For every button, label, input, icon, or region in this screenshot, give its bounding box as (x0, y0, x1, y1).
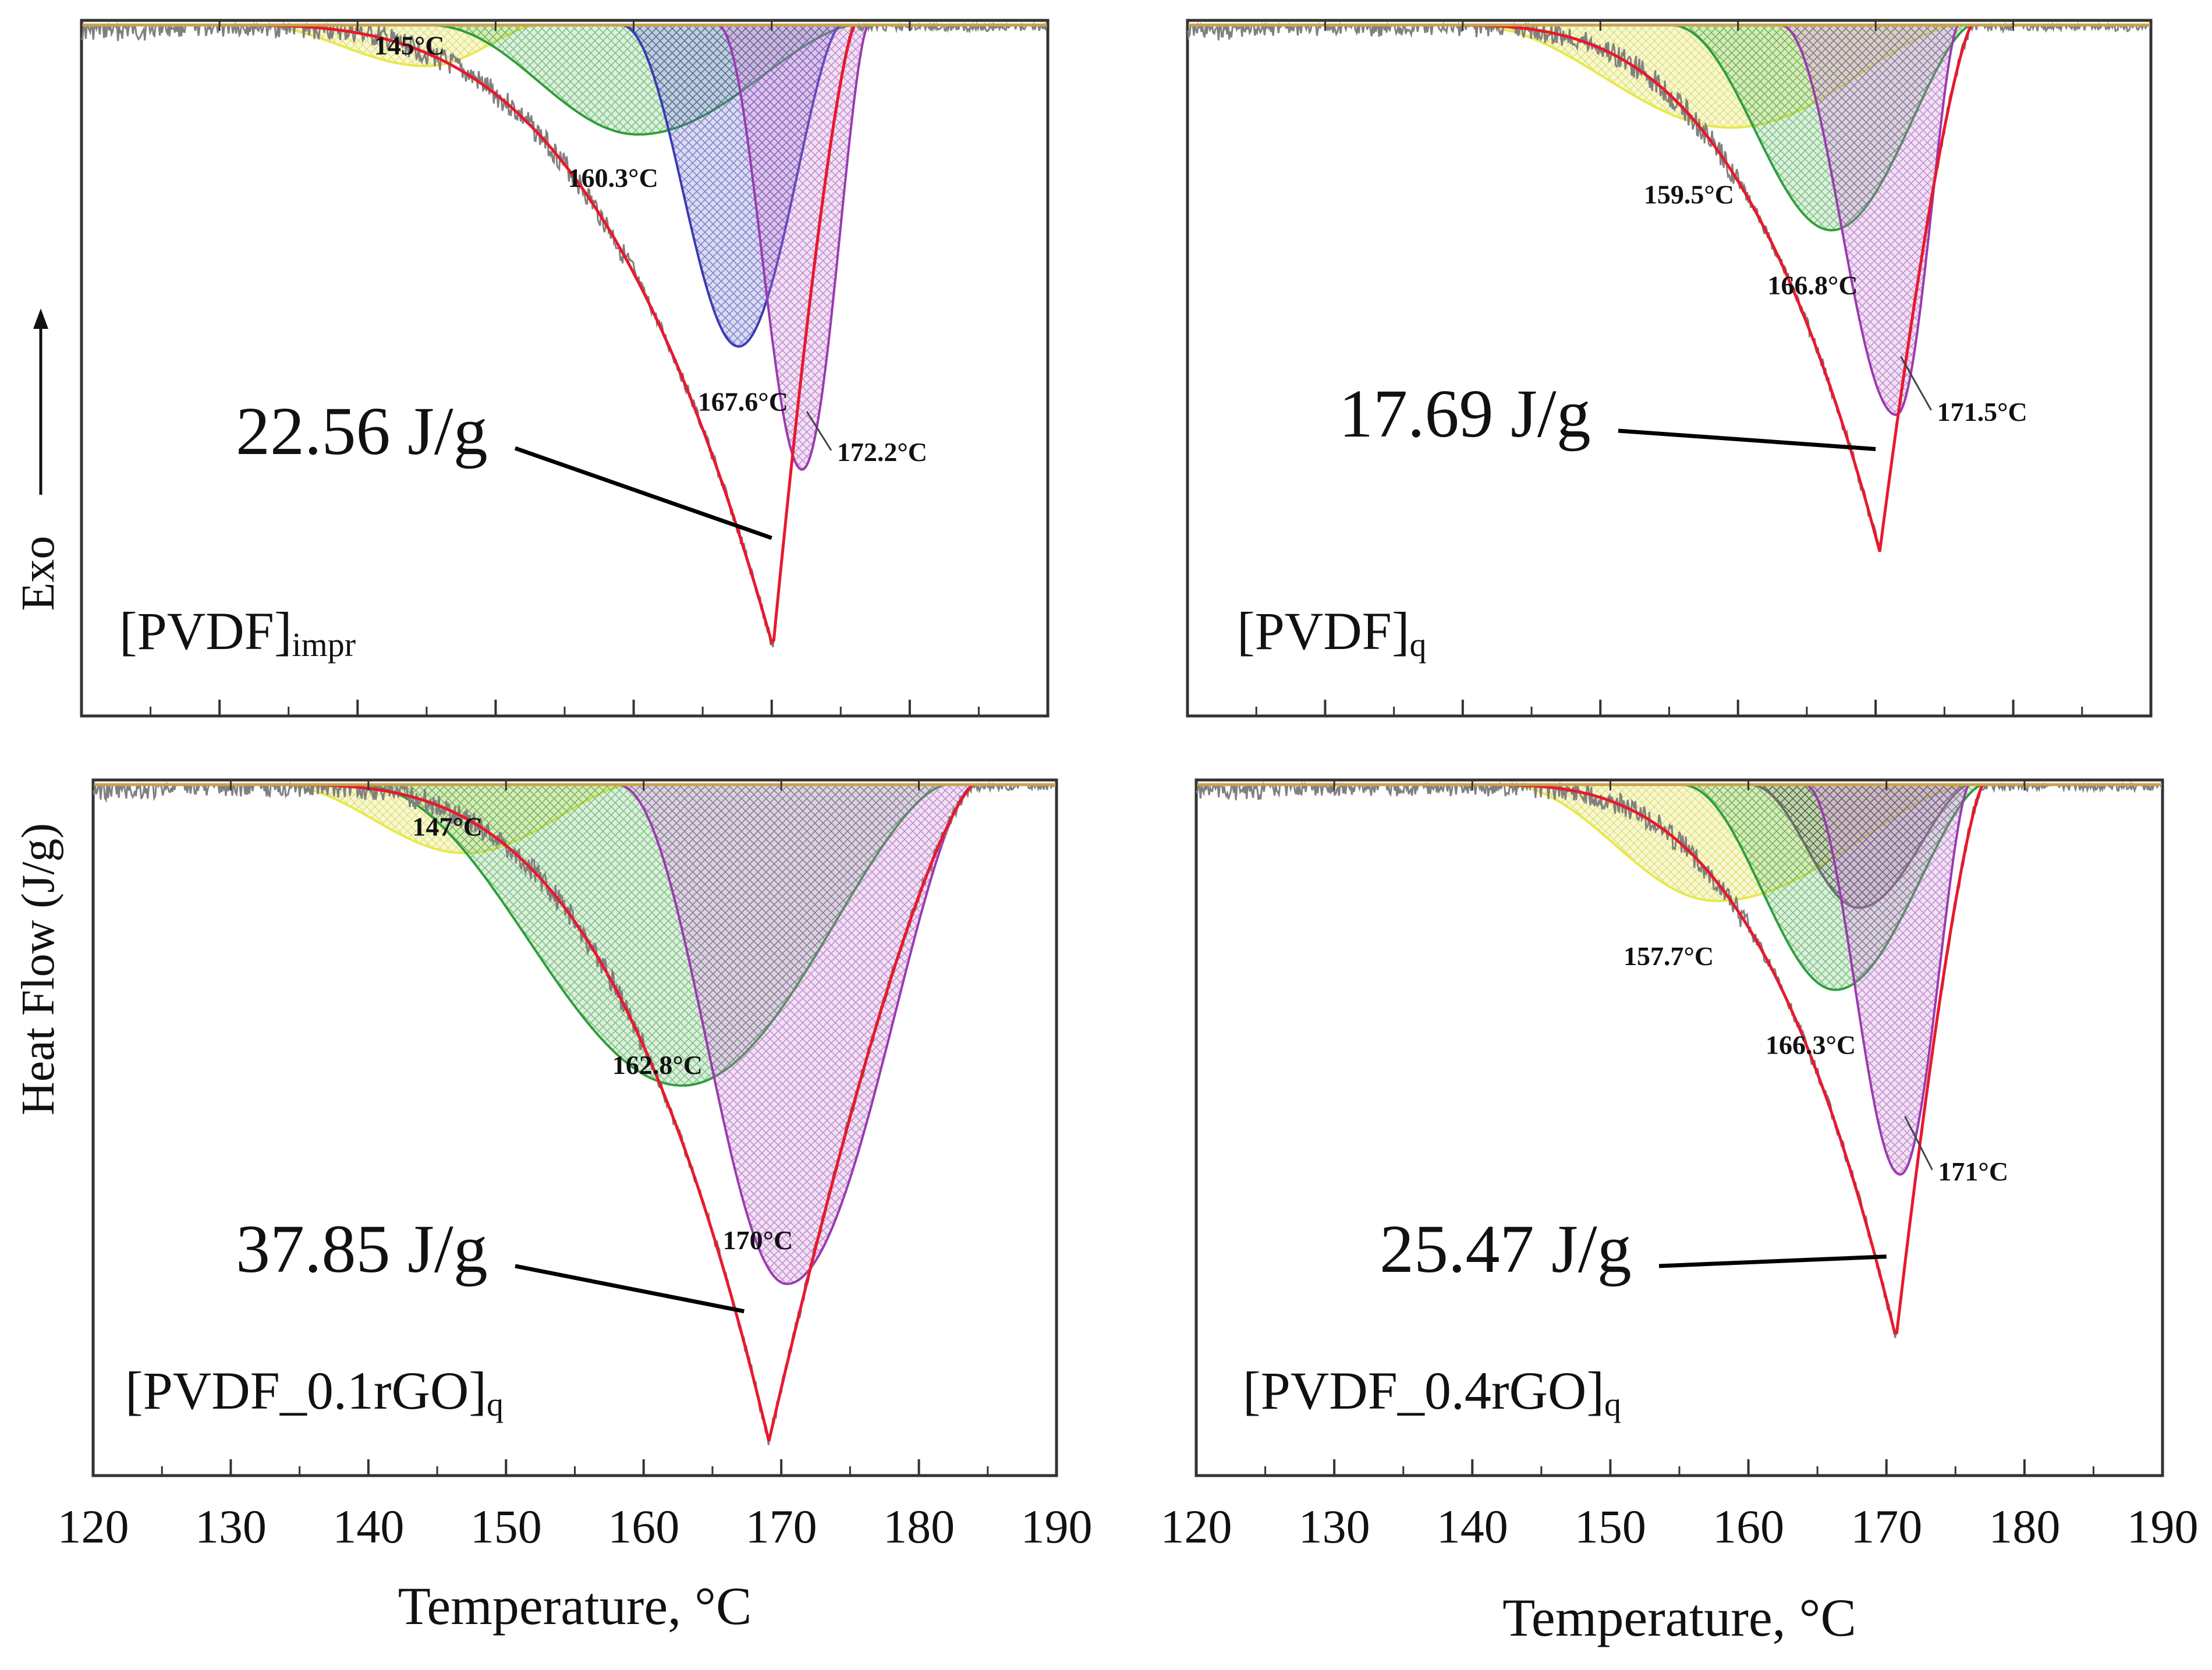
sample-title-subscript: q (487, 1385, 504, 1423)
x-tick-label: 160 (608, 1500, 679, 1553)
x-tick-label: 120 (1161, 1500, 1232, 1553)
peak-temperature-label: 160.3°C (568, 163, 658, 193)
peak-temperature-label: 170°C (723, 1225, 793, 1255)
peak-curve-purple (1803, 783, 1972, 1176)
x-tick-label: 170 (746, 1500, 817, 1553)
x-tick-label: 180 (1988, 1500, 2060, 1553)
sample-title-subscript: impr (292, 626, 356, 664)
peak-temperature-label: 166.3°C (1766, 1030, 1856, 1060)
peak-label-leader (806, 410, 832, 451)
enthalpy-leader-line (515, 1264, 745, 1314)
x-tick-label: 140 (1437, 1500, 1508, 1553)
peak-temperature-label: 159.5°C (1644, 179, 1734, 209)
sample-title: [PVDF]q (1237, 601, 1426, 664)
enthalpy-label: 37.85 J/g (236, 1211, 488, 1287)
sample-title-main: [PVDF_0.1rGO] (125, 1361, 487, 1420)
sample-title-subscript: q (1604, 1385, 1621, 1423)
x-tick-label: 180 (883, 1500, 955, 1553)
sample-title-main: [PVDF] (1237, 601, 1409, 661)
enthalpy-label: 22.56 J/g (236, 393, 488, 469)
x-tick-label: 150 (470, 1500, 542, 1553)
plot-frame (1186, 19, 2153, 718)
peak-temperature-label: 162.8°C (612, 1050, 703, 1080)
sample-title-subscript: q (1409, 626, 1426, 664)
peak-temperature-label: 172.2°C (837, 437, 927, 467)
x-tick-label: 190 (1021, 1500, 1093, 1553)
peak-temperature-label: 145°C (374, 31, 445, 61)
exo-arrow-icon (33, 309, 48, 329)
panel-pvdf-impr: 145°C 160.3°C 167.6°C 172.2°C 22.56 J/g [PVDF… (80, 19, 1050, 718)
sample-title-main: [PVDF] (119, 601, 292, 661)
x-tick-label: 170 (1851, 1500, 1922, 1553)
peak-temperature-label: 167.6°C (698, 387, 788, 416)
enthalpy-leader-line (1658, 1254, 1887, 1268)
x-tick-label: 190 (2127, 1500, 2199, 1553)
y-axis-label: Heat Flow (J/g) (13, 823, 64, 1115)
enthalpy-leader-line (514, 446, 772, 540)
peak-temperature-label: 147°C (412, 812, 483, 842)
sample-title-main: [PVDF_0.4rGO] (1243, 1361, 1604, 1420)
sample-title: [PVDF_0.1rGO]q (125, 1361, 504, 1423)
enthalpy-label: 17.69 J/g (1339, 375, 1591, 452)
peak-temperature-label: 171°C (1938, 1157, 2008, 1186)
enthalpy-leader-line (1618, 428, 1876, 451)
x-tick-label: 160 (1713, 1500, 1784, 1553)
sample-title: [PVDF_0.4rGO]q (1243, 1361, 1621, 1423)
panel-pvdf-q: 159.5°C 166.8°C 171.5°C 17.69 J/g [PVDF]q (1186, 19, 2153, 718)
peak-temperature-label: 171.5°C (1937, 397, 2027, 427)
shared-y-axis: Heat Flow (J/g) Exo (13, 309, 64, 1115)
panel-pvdf-0-1rgo-q: 120 130 140 150 160 170 180 190 Temperature, °C 1… (58, 778, 1093, 1636)
sample-title: [PVDF]impr (119, 601, 356, 664)
x-axis-title: Temperature, °C (398, 1576, 752, 1636)
peak-label-leader (1904, 1116, 1933, 1171)
exo-label: Exo (13, 536, 64, 611)
x-tick-label: 120 (58, 1500, 129, 1553)
peak-curve-purple (616, 783, 974, 1285)
peak-temperature-label: 166.8°C (1767, 271, 1857, 300)
x-tick-label: 130 (195, 1500, 267, 1553)
x-tick-label: 150 (1575, 1500, 1646, 1553)
x-axis-title: Temperature, °C (1502, 1588, 1856, 1647)
x-tick-label: 130 (1299, 1500, 1370, 1553)
enthalpy-label: 25.47 J/g (1380, 1211, 1632, 1287)
peak-label-leader (1900, 356, 1932, 411)
x-tick-label: 140 (332, 1500, 404, 1553)
panel-pvdf-0-4rgo-q: 120 130 140 150 160 170 180 190 Temperature, °C 1… (1161, 778, 2199, 1647)
peak-temperature-label: 157.7°C (1623, 941, 1714, 971)
